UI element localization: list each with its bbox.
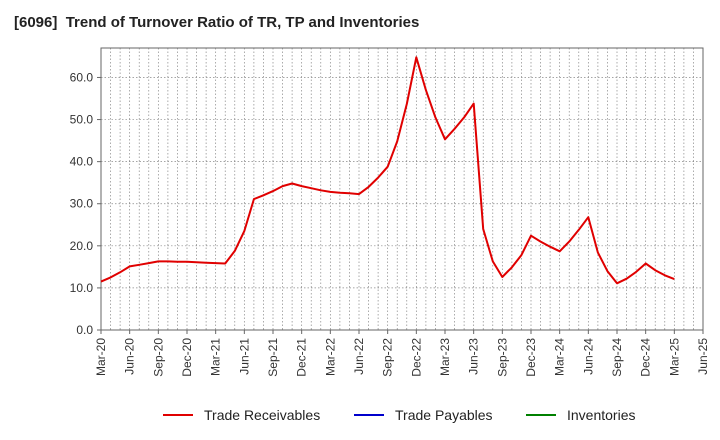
- y-tick-label: 30.0: [70, 197, 94, 211]
- x-tick-label: Dec-20: [180, 338, 194, 377]
- x-tick-label: Jun-24: [581, 338, 595, 375]
- x-tick-label: Jun-21: [237, 338, 251, 375]
- x-tick-label: Jun-25: [696, 338, 710, 375]
- x-tick-label: Dec-22: [409, 338, 423, 377]
- x-tick-label: Mar-23: [438, 338, 452, 376]
- x-tick-label: Dec-23: [524, 338, 538, 377]
- x-tick-label: Mar-21: [209, 338, 223, 376]
- x-tick-label: Sep-22: [381, 338, 395, 377]
- y-axis-ticks: 0.0 10.0 20.0 30.0 40.0 50.0 60.0: [70, 70, 101, 337]
- chart-title: [6096] Trend of Turnover Ratio of TR, TP…: [14, 14, 420, 31]
- legend-label-trade-payables: Trade Payables: [395, 407, 493, 423]
- grid: [101, 48, 703, 330]
- x-tick-label: Sep-20: [151, 338, 165, 377]
- x-tick-label: Jun-20: [123, 338, 137, 375]
- y-tick-label: 40.0: [70, 155, 94, 169]
- trade-receivables-line: [100, 56, 675, 285]
- x-tick-label: Jun-23: [467, 338, 481, 375]
- y-tick-label: 50.0: [70, 113, 94, 127]
- plot-frame: [100, 47, 704, 331]
- x-tick-label: Sep-24: [610, 338, 624, 377]
- y-tick-label: 60.0: [70, 70, 94, 84]
- x-tick-label: Mar-24: [553, 338, 567, 376]
- x-axis-ticks: Mar-20 Jun-20 Sep-20 Dec-20 Mar-21 Jun-21 Sep-…: [94, 330, 710, 377]
- x-tick-label: Dec-21: [295, 338, 309, 377]
- x-tick-label: Dec-24: [639, 338, 653, 377]
- x-tick-label: Jun-22: [352, 338, 366, 375]
- x-tick-label: Mar-20: [94, 338, 108, 376]
- x-tick-label: Sep-23: [495, 338, 509, 377]
- legend-label-trade-receivables: Trade Receivables: [204, 407, 320, 423]
- y-tick-label: 20.0: [70, 239, 94, 253]
- y-tick-label: 10.0: [70, 281, 94, 295]
- y-tick-label: 0.0: [76, 323, 93, 337]
- x-tick-label: Mar-22: [323, 338, 337, 376]
- x-tick-label: Mar-25: [667, 338, 681, 376]
- legend-label-inventories: Inventories: [567, 407, 635, 423]
- legend: Trade Receivables Trade Payables Inventori…: [163, 407, 635, 423]
- x-tick-label: Sep-21: [266, 338, 280, 377]
- series-lines: [100, 56, 675, 285]
